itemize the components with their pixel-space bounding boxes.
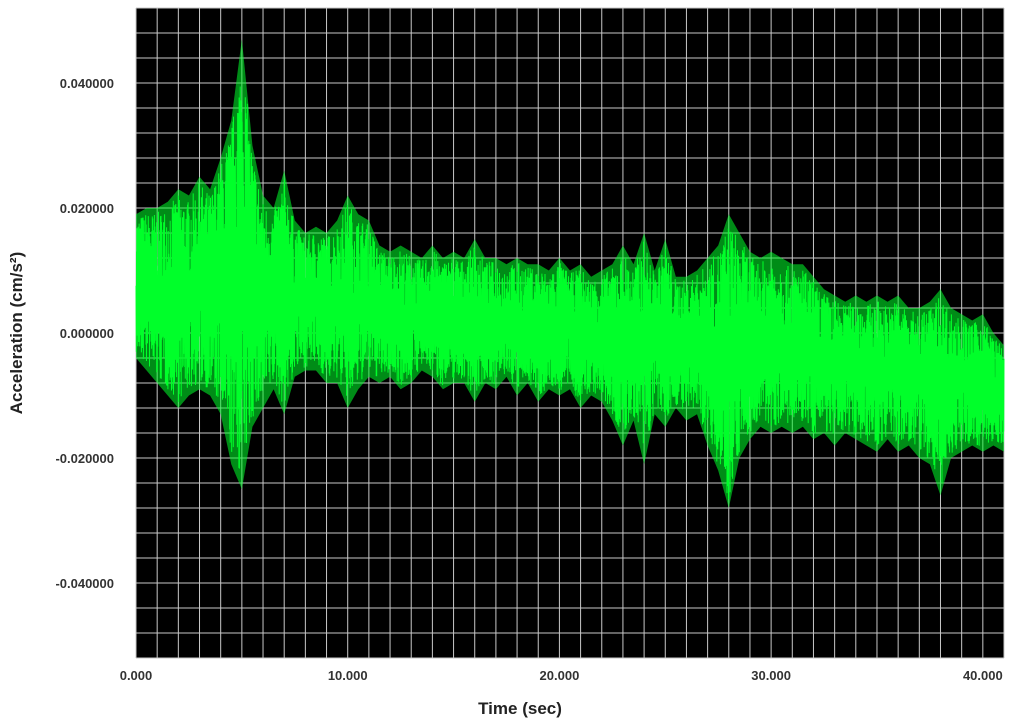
x-tick-label: 30.000 — [751, 668, 791, 683]
signal-series — [135, 39, 1005, 508]
signal-trace — [135, 86, 1005, 500]
y-tick-label: -0.040000 — [55, 576, 114, 591]
y-axis-ticks: 0.040000 0.020000 0.000000 -0.020000 -0.0400… — [55, 76, 114, 591]
x-tick-label: 10.000 — [328, 668, 368, 683]
y-tick-label: 0.020000 — [60, 201, 114, 216]
y-tick-label: 0.000000 — [60, 326, 114, 341]
x-tick-label: 40.000 — [963, 668, 1003, 683]
y-tick-label: 0.040000 — [60, 76, 114, 91]
x-axis-title: Time (sec) — [478, 699, 562, 718]
y-tick-label: -0.020000 — [55, 451, 114, 466]
y-axis-title: Acceleration (cm/s²) — [7, 252, 26, 415]
x-axis-ticks: 0.000 10.000 20.000 30.000 40.000 — [120, 668, 1003, 683]
x-tick-label: 0.000 — [120, 668, 153, 683]
x-tick-label: 20.000 — [540, 668, 580, 683]
